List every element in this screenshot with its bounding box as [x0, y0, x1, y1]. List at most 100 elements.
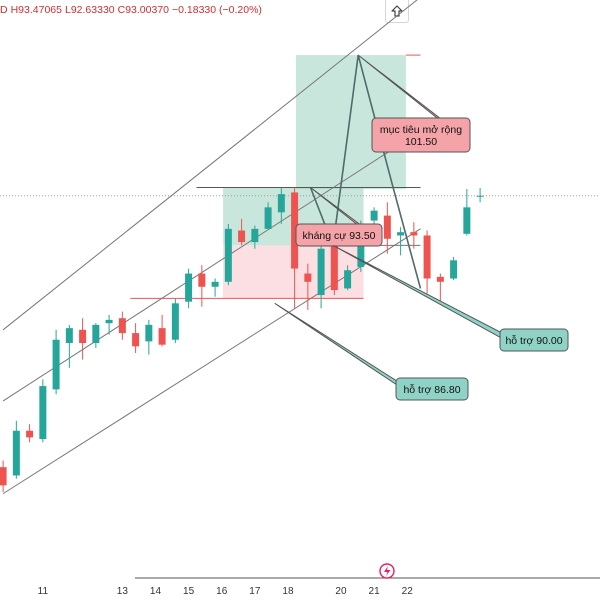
candle-body: [105, 319, 113, 324]
ohlc-lead: D: [0, 4, 8, 16]
candle: [370, 207, 378, 226]
candle: [92, 323, 100, 349]
x-tick-label: 18: [282, 586, 294, 597]
x-tick-label: 14: [150, 586, 162, 597]
candle-body: [26, 430, 34, 438]
candle-body: [317, 248, 325, 296]
candle: [224, 223, 232, 286]
candle-body: [277, 194, 285, 213]
ohlc-low: L92.63330: [64, 4, 115, 16]
candle-body: [198, 273, 206, 287]
candle: [317, 243, 325, 309]
x-tick-label: 22: [402, 586, 414, 597]
channel-line-middle: [2, 130, 421, 402]
candle: [410, 222, 418, 249]
callout-box: [371, 117, 471, 153]
ohlc-readout: D H93.47065 L92.63330 C93.00370 −0.18330 (−0…: [0, 4, 265, 16]
candle-body: [132, 333, 140, 347]
x-tick-label: 21: [369, 586, 381, 597]
candle: [79, 318, 87, 360]
callout-text: hỗ trợ 86.80: [403, 383, 460, 396]
candle-body: [410, 232, 418, 236]
candle-body: [344, 270, 352, 289]
candle: [211, 278, 219, 297]
candle-body: [158, 328, 166, 345]
x-tick-label: 11: [38, 586, 49, 597]
candle-body: [224, 228, 232, 282]
callout-tail: [274, 302, 413, 396]
candle-body: [370, 210, 378, 221]
candle: [238, 218, 246, 246]
candles-layer: [0, 187, 484, 492]
candle: [12, 420, 20, 479]
x-tick-label: 15: [183, 586, 195, 597]
candle-body: [357, 227, 365, 267]
x-axis: 11 13 14 15 16 17 18 20 21 22: [38, 563, 600, 597]
candle-body: [383, 215, 391, 239]
candle-body: [436, 276, 444, 282]
candle: [185, 268, 193, 309]
candle-body: [423, 235, 431, 279]
x-tick-label: 20: [335, 586, 347, 597]
lightning-icon-bolt: [384, 566, 391, 576]
candle-body: [79, 329, 87, 344]
channel-line-lower: [2, 228, 421, 495]
candle: [291, 187, 299, 309]
candle: [436, 273, 444, 305]
x-tick-label: 16: [216, 586, 228, 597]
x-tick-label: 13: [117, 586, 129, 597]
channel-line-upper: [2, 0, 418, 331]
candle-body: [304, 273, 312, 282]
candle: [145, 319, 153, 355]
candle: [171, 298, 179, 344]
candle-body: [291, 192, 299, 269]
candle-body: [264, 207, 272, 229]
candle: [198, 265, 206, 307]
candle-body: [92, 324, 100, 344]
candle: [118, 311, 126, 340]
candle: [463, 189, 471, 236]
candle-body: [65, 328, 73, 344]
candle-body: [251, 228, 259, 243]
candle: [158, 314, 166, 347]
levels-layer: [0, 54, 600, 299]
candle: [304, 263, 312, 310]
candle-body: [39, 386, 47, 440]
annotation-callout: hỗ trợ 86.80: [274, 302, 469, 401]
callout-box: [395, 377, 469, 401]
candle: [0, 460, 7, 492]
candle: [264, 202, 272, 229]
annotation-callout: hỗ trợ 90.00: [332, 244, 569, 352]
candle-body: [171, 303, 179, 340]
candle: [52, 329, 60, 395]
ohlc-change: −0.18330 (−0.20%): [172, 4, 262, 16]
candle: [277, 187, 285, 224]
callout-text: kháng cự 93.50: [303, 230, 376, 242]
candle: [450, 256, 458, 281]
lightning-icon: [379, 563, 395, 579]
ohlc-high: H93.47065: [10, 4, 62, 16]
candle: [476, 187, 484, 203]
candle: [26, 424, 34, 443]
candle-body: [211, 281, 219, 287]
candle-body: [0, 467, 7, 486]
callout-text: mục tiêu mở rộng: [380, 124, 462, 136]
candle-body: [52, 339, 60, 390]
candle: [105, 314, 113, 335]
candle: [65, 324, 73, 368]
candle-body: [476, 195, 484, 197]
x-tick-label: 17: [249, 586, 261, 597]
candle-body: [330, 242, 338, 291]
candle: [397, 227, 405, 256]
candle-body: [450, 260, 458, 279]
candle-body: [118, 318, 126, 334]
candle-body: [238, 230, 246, 243]
callout-text: 101.50: [405, 136, 437, 148]
candle-body: [12, 430, 20, 476]
callout-box: [295, 223, 383, 247]
ohlc-close: C93.00370: [117, 4, 170, 16]
candle: [132, 323, 140, 353]
candle: [344, 265, 352, 291]
